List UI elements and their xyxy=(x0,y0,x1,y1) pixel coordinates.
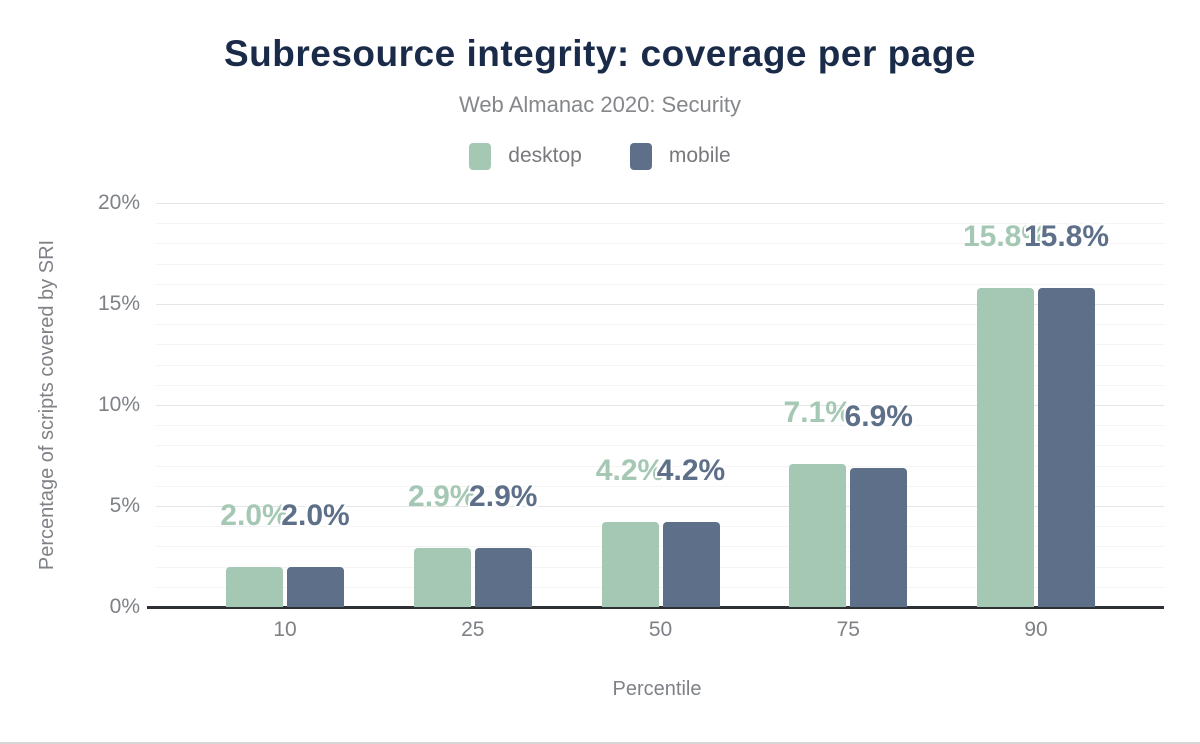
chart-subtitle: Web Almanac 2020: Security xyxy=(458,92,742,117)
y-axis-tick-label: 10% xyxy=(97,393,140,416)
bar-label-mobile-p50: 4.2% xyxy=(656,454,726,488)
legend: desktop mobile xyxy=(0,141,1200,171)
bar-label-mobile-p90: 15.8% xyxy=(1023,219,1110,253)
bar-label-desktop-p10: 2.0% xyxy=(220,498,289,532)
x-axis-tick-label: 25 xyxy=(461,618,485,641)
legend-label-mobile: mobile xyxy=(668,144,731,167)
legend-item-desktop[interactable]: desktop xyxy=(469,142,582,170)
bar-label-mobile-p75: 6.9% xyxy=(844,399,913,433)
bar-mobile-p50[interactable] xyxy=(662,522,720,607)
bar-desktop-p50[interactable] xyxy=(601,522,659,607)
x-axis-tick-label: 75 xyxy=(836,618,860,641)
bar-label-mobile-p10: 2.0% xyxy=(281,498,350,532)
legend-label-desktop: desktop xyxy=(508,144,582,167)
bar-label-desktop-p75: 7.1% xyxy=(783,395,852,429)
y-axis-tick-label: 15% xyxy=(97,292,140,315)
x-axis-tick-label: 10 xyxy=(273,618,297,641)
minor-gridline xyxy=(156,566,1164,568)
minor-gridline xyxy=(156,445,1164,447)
minor-gridline xyxy=(156,526,1164,528)
bar-mobile-p75[interactable] xyxy=(850,467,908,607)
minor-gridline xyxy=(156,263,1164,265)
major-gridline xyxy=(156,304,1164,305)
major-gridline xyxy=(156,506,1164,507)
minor-gridline xyxy=(156,425,1164,427)
minor-gridline xyxy=(156,344,1164,346)
major-gridline xyxy=(156,405,1164,406)
bar-label-desktop-p50: 4.2% xyxy=(595,454,665,488)
legend-swatch-desktop-icon xyxy=(469,142,492,170)
bar-desktop-p25[interactable] xyxy=(413,548,471,607)
bar-mobile-p25[interactable] xyxy=(474,548,532,607)
minor-gridline xyxy=(156,485,1164,487)
bar-label-mobile-p25: 2.9% xyxy=(469,480,538,514)
y-axis-tick-label: 5% xyxy=(109,494,140,517)
plot-area: 0% 5% 10% 15% 20% 2.0% 2.9% 4.2% 7.1% 15.8% 2.0% 2.… xyxy=(98,191,1164,641)
x-axis-tick-label: 50 xyxy=(648,618,673,641)
minor-gridline xyxy=(156,243,1164,245)
chart-title: Subresource integrity: coverage per page xyxy=(223,33,976,74)
bar-label-desktop-p90: 15.8% xyxy=(962,219,1049,253)
minor-gridline xyxy=(156,546,1164,548)
bar-desktop-p75[interactable] xyxy=(789,463,847,607)
bar-desktop-p10[interactable] xyxy=(226,566,283,607)
minor-gridline xyxy=(156,384,1164,386)
y-axis-tick-label: 20% xyxy=(97,191,140,214)
legend-swatch-mobile-icon xyxy=(629,142,652,170)
minor-gridline xyxy=(156,223,1164,225)
y-axis-tick-label: 0% xyxy=(109,595,140,618)
x-axis-title: Percentile xyxy=(612,678,702,700)
x-axis-line xyxy=(147,606,1164,609)
minor-gridline xyxy=(156,364,1164,366)
bar-mobile-p10[interactable] xyxy=(287,566,344,607)
bar-mobile-p90[interactable] xyxy=(1038,287,1095,607)
bar-desktop-p90[interactable] xyxy=(977,287,1034,607)
major-gridline xyxy=(156,203,1164,204)
minor-gridline xyxy=(156,586,1164,588)
minor-gridline xyxy=(156,324,1164,326)
legend-item-mobile[interactable]: mobile xyxy=(629,142,731,170)
x-axis-tick-label: 90 xyxy=(1024,618,1048,641)
minor-gridline xyxy=(156,465,1164,467)
bar-label-desktop-p25: 2.9% xyxy=(408,480,477,514)
minor-gridline xyxy=(156,283,1164,285)
